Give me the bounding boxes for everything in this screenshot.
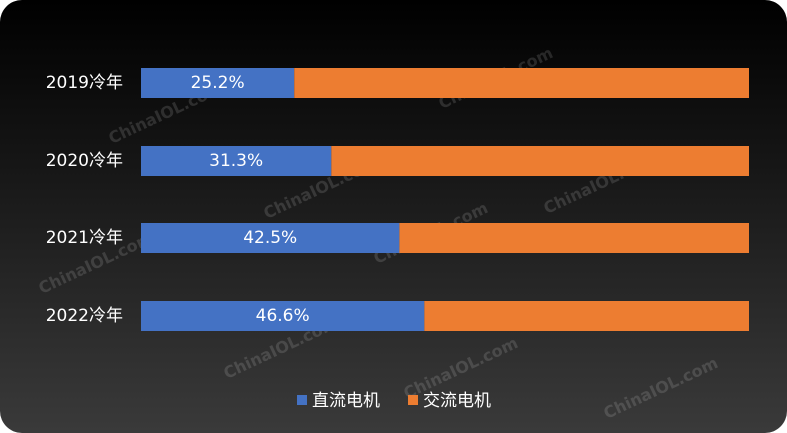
bar-segment <box>141 68 295 98</box>
value-label: 31.3% <box>209 151 263 171</box>
value-label: 25.2% <box>191 73 245 93</box>
bar-segment <box>141 223 400 253</box>
legend-label: 直流电机 <box>312 391 380 411</box>
y-tick-label: 2020冷年 <box>46 151 123 171</box>
bar-segment <box>294 68 749 98</box>
value-label: 42.5% <box>243 228 297 248</box>
legend-label: 交流电机 <box>423 391 491 411</box>
legend-swatch <box>408 395 418 405</box>
plot: 2019冷年 25.2% 2020冷年 31.3% 2021冷年 42.5% 2022冷年 4… <box>46 68 749 411</box>
y-tick-label: 2019冷年 <box>46 73 123 93</box>
y-tick-label: 2022冷年 <box>46 306 123 326</box>
bar-segment <box>399 223 749 253</box>
bar-segment <box>141 146 332 176</box>
bar-segment <box>141 301 425 331</box>
legend-swatch <box>297 395 307 405</box>
value-label: 46.6% <box>256 306 310 326</box>
bar-segment <box>424 301 749 331</box>
bar-segment <box>331 146 749 176</box>
y-tick-label: 2021冷年 <box>46 228 123 248</box>
